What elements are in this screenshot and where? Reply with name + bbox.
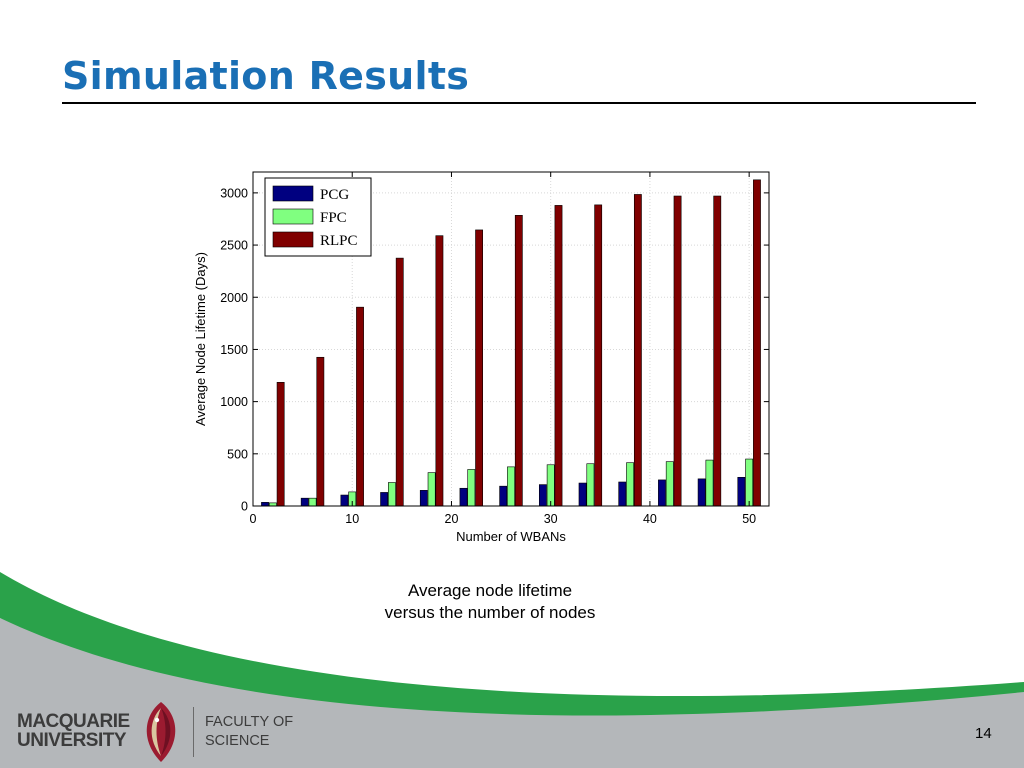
legend-swatch-rlpc [272,231,314,248]
legend-label-rlpc: RLPC [320,233,358,249]
bar-rlpc [435,235,444,507]
bar-fpc [665,461,674,507]
legend-swatch-fpc [272,208,314,225]
bar-rlpc [475,229,484,507]
bar-rlpc [276,382,285,507]
bar-fpc [308,497,317,507]
bar-pcg [261,502,269,507]
y-tick-label: 0 [241,500,248,514]
chart-caption: Average node lifetime versus the number … [340,580,640,624]
university-name-line-2: UNIVERSITY [17,730,127,751]
bar-pcg [380,492,389,507]
bar-pcg [697,478,706,507]
bar-pcg [737,476,746,507]
faculty-wordmark: FACULTY OF SCIENCE [205,713,293,751]
bar-pcg [578,482,587,507]
x-tick-label: 20 [445,512,459,526]
x-tick-label: 10 [345,512,359,526]
page-number: 14 [975,725,992,742]
slide-title: Simulation Results [62,54,470,98]
faculty-name-line-2: SCIENCE [205,733,270,749]
x-tick-label: 50 [742,512,756,526]
university-name-line-1: MACQUARIE [17,711,130,732]
bar-pcg [300,497,309,507]
bar-rlpc [554,205,563,507]
footer-swoosh [0,572,1024,768]
bar-rlpc [356,306,364,507]
bar-pcg [419,490,428,507]
bar-rlpc [633,194,642,507]
footer-green-swoosh [0,572,1024,716]
bar-fpc [546,464,555,507]
bar-fpc [427,472,436,507]
bar-pcg [459,487,468,507]
bar-rlpc [395,257,404,507]
bar-rlpc [673,195,682,507]
legend-swatch-pcg [272,185,314,202]
legend-label-fpc: FPC [320,210,347,226]
bar-pcg [618,481,627,507]
y-axis-label: Average Node Lifetime (Days) [193,252,208,426]
chart-ticks: 0 500 1000 1500 2000 2500 3000 0 10 20 30 40 50 [220,172,769,526]
bar-pcg [538,484,547,507]
y-tick-label: 1000 [220,395,248,409]
bar-rlpc [753,179,761,507]
bar-fpc [507,466,515,507]
bar-fpc [626,462,634,507]
caption-line-2: versus the number of nodes [384,603,596,622]
bar-rlpc [514,215,523,507]
y-tick-label: 2000 [220,291,248,305]
footer-grey-band [0,618,1024,768]
bar-fpc [586,463,595,507]
bar-chart: 0 500 1000 1500 2000 2500 3000 0 10 20 30 40 50 Numb… [185,158,785,558]
y-tick-label: 2500 [220,239,248,253]
bar-rlpc [594,204,603,507]
university-crest-icon [146,702,176,762]
chart-bars [261,179,761,507]
bar-pcg [340,494,349,507]
legend-label-pcg: PCG [320,187,349,203]
y-tick-label: 3000 [220,186,248,200]
bar-fpc [705,459,714,507]
logo-divider [193,707,194,757]
bar-fpc [388,482,396,507]
title-underline [62,102,976,104]
x-tick-label: 30 [544,512,558,526]
chart-legend: PCG FPC RLPC [264,177,372,257]
x-tick-label: 40 [643,512,657,526]
plot-frame [252,171,770,507]
y-tick-label: 1500 [220,343,248,357]
university-wordmark: MACQUARIE UNIVERSITY [17,712,130,750]
bar-fpc [467,469,476,507]
bar-pcg [499,485,508,507]
bar-rlpc [316,356,325,507]
bar-rlpc [713,195,722,507]
bar-fpc [745,458,754,507]
x-axis-label: Number of WBANs [456,529,566,544]
caption-line-1: Average node lifetime [407,581,573,600]
x-tick-label: 0 [250,512,257,526]
faculty-name-line-1: FACULTY OF [205,714,294,730]
bar-pcg [658,479,666,507]
y-tick-label: 500 [227,447,248,461]
